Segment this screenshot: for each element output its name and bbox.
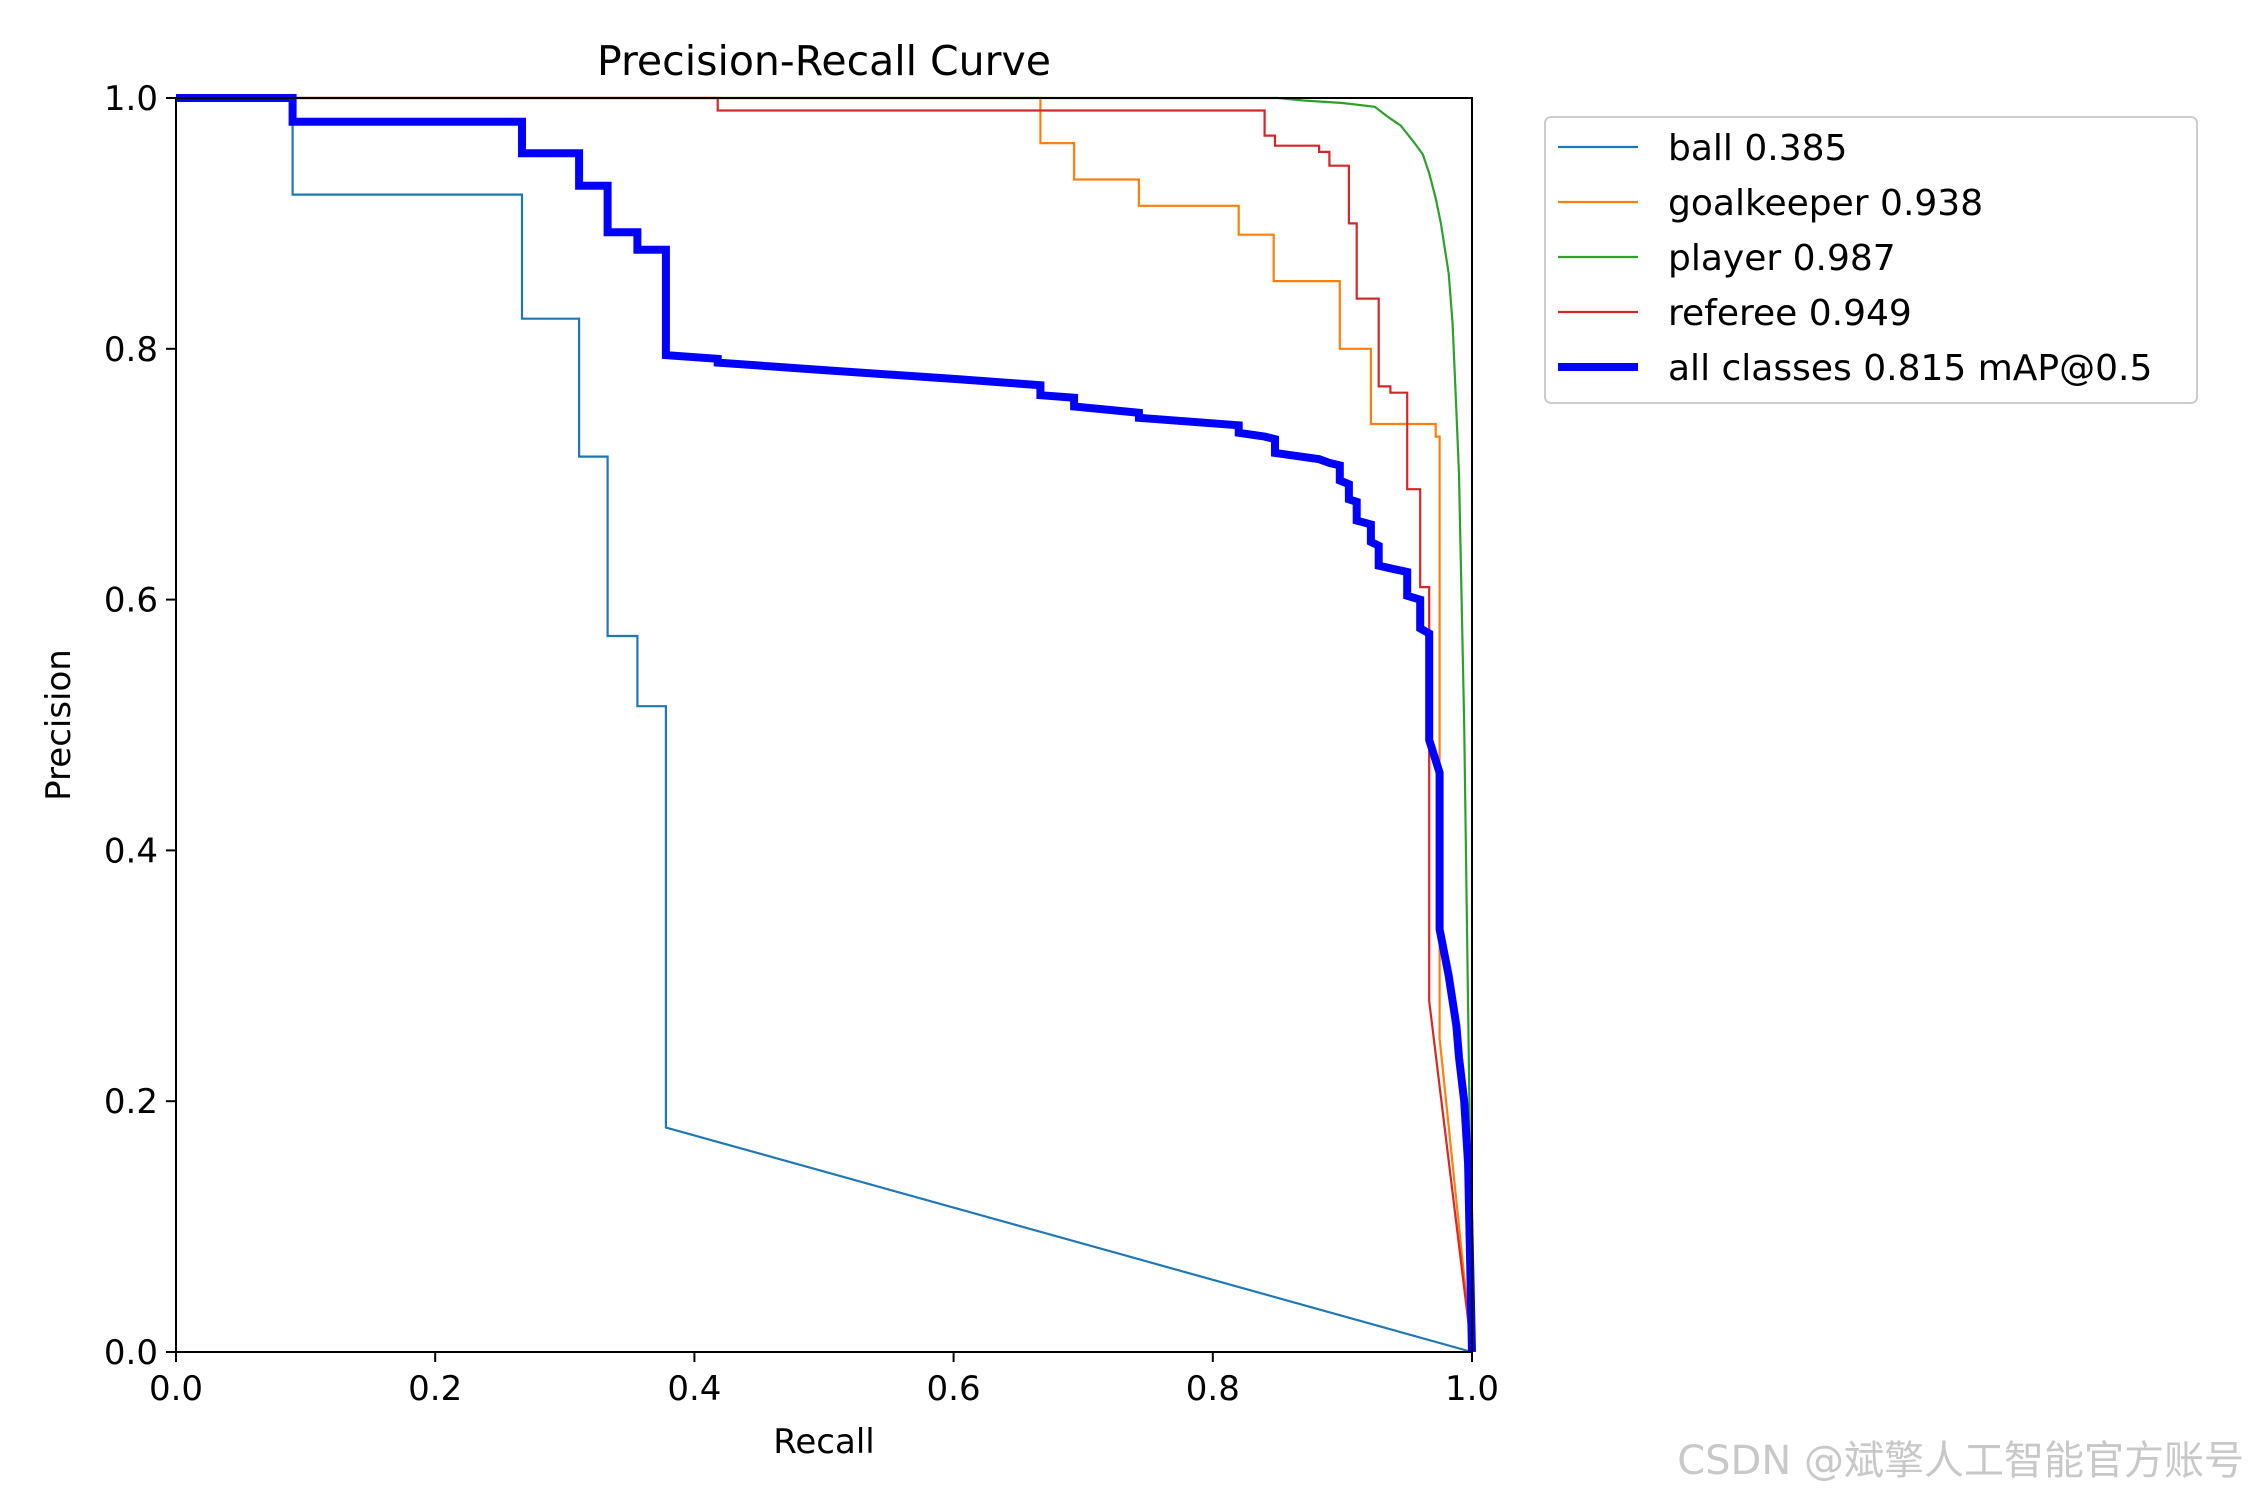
y-axis-label: Precision bbox=[39, 649, 79, 801]
x-axis-label: Recall bbox=[773, 1422, 874, 1462]
x-tick-label: 0.4 bbox=[667, 1369, 721, 1409]
x-tick-label: 0.6 bbox=[927, 1369, 981, 1409]
series-line-2 bbox=[176, 96, 1474, 1353]
x-tick-label: 0.2 bbox=[408, 1369, 462, 1409]
x-tick-label: 0.0 bbox=[149, 1369, 203, 1409]
series-line-4 bbox=[176, 94, 1476, 1353]
legend-box bbox=[1544, 116, 2198, 404]
y-tick-label: 0.6 bbox=[104, 581, 158, 621]
y-axis-ticks: 0.0 0.2 0.4 0.6 0.8 1.0 bbox=[104, 79, 176, 1373]
series-line-1 bbox=[176, 96, 1474, 1353]
y-tick-label: 0.2 bbox=[104, 1082, 158, 1122]
plot-frame bbox=[175, 97, 1473, 1353]
series-line-3 bbox=[176, 96, 1474, 1353]
x-tick-label: 1.0 bbox=[1445, 1369, 1499, 1409]
legend: ball 0.385 goalkeeper 0.938 player 0.987 re… bbox=[1544, 116, 2198, 404]
legend-label-1: goalkeeper 0.938 bbox=[1668, 183, 1983, 224]
chart-title: Precision-Recall Curve bbox=[597, 37, 1051, 85]
y-tick-label: 0.8 bbox=[104, 330, 158, 370]
legend-label-4: all classes 0.815 mAP@0.5 bbox=[1668, 348, 2152, 389]
x-axis-ticks: 0.0 0.2 0.4 0.6 0.8 1.0 bbox=[149, 1352, 1499, 1409]
legend-label-2: player 0.987 bbox=[1668, 238, 1896, 279]
legend-label-3: referee 0.949 bbox=[1668, 293, 1912, 334]
x-tick-label: 0.8 bbox=[1186, 1369, 1240, 1409]
y-tick-label: 0.4 bbox=[104, 831, 158, 871]
legend-label-0: ball 0.385 bbox=[1668, 128, 1847, 169]
series-line-0 bbox=[176, 96, 1473, 1354]
y-tick-label: 1.0 bbox=[104, 79, 158, 119]
watermark: CSDN @斌擎人工智能官方账号 bbox=[1677, 1438, 2244, 1484]
y-tick-label: 0.0 bbox=[104, 1333, 158, 1373]
plot-series bbox=[176, 94, 1476, 1354]
